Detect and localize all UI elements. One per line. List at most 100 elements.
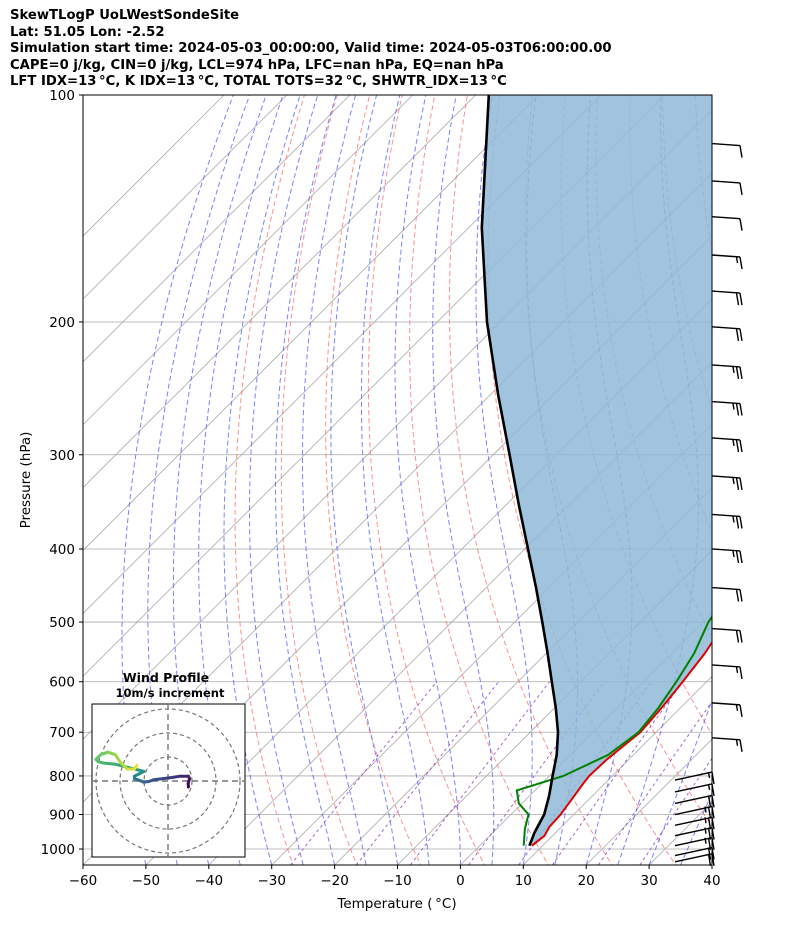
isotherm-line [83,95,288,300]
cin-area [481,95,712,846]
isotherm-line [83,95,602,614]
isotherm-line [711,864,712,865]
moist-adiabat [648,698,712,865]
moist-adiabat [394,95,461,865]
x-tick-label: −30 [257,873,286,889]
mixing-ratio-line [551,681,684,865]
wind-barb [674,771,715,785]
moist-adiabat [198,95,284,865]
location-line: Lat: 51.05 Lon: -2.52 [10,24,165,40]
isotherm-line [775,95,794,865]
hodograph-segment [132,763,139,771]
wind-barb [711,326,743,341]
cin-shading [481,95,712,846]
y-tick-label: 100 [49,88,75,104]
wind-barb [711,475,743,491]
x-tick-label: −20 [320,873,349,889]
y-tick-label: 900 [49,808,75,824]
x-tick-label: −10 [383,873,412,889]
wind-barb [711,437,743,453]
time-line: Simulation start time: 2024-05-03_00:00:… [10,41,612,57]
mixing-ratio-line [409,681,550,865]
dry-adiabat [727,78,794,868]
moist-adiabat [275,95,337,865]
wind-barb [711,364,743,380]
moist-adiabat [744,95,794,865]
wind-barb [711,586,743,602]
hodograph-subtitle: 10m/s increment [116,686,225,700]
isotherm-line [83,95,351,363]
wind-barb [674,826,715,840]
isotherm-line [83,95,476,489]
moist-adiabat [680,792,712,865]
hodograph-segment [118,760,129,771]
y-tick-label: 800 [49,769,75,785]
wind-barb [711,513,743,529]
moist-adiabat [330,95,398,865]
isotherm-line [523,675,712,865]
profile-lines [480,95,712,847]
moist-adiabat [302,95,367,865]
wind-barb [674,846,715,860]
stability-indices-line: LFT IDX=13 °C, K IDX=13 °C, TOTAL TOTS=3… [10,74,507,90]
x-tick-label: −60 [69,873,98,889]
x-tick-label: −50 [132,873,161,889]
mixing-ratio-line [468,681,605,865]
x-tick-label: 20 [578,873,595,889]
dewpoint-line [515,615,712,846]
axes: −60 −50 −40 −30 −20 −10 0 10 20 30 40 100 200 300 400 5… [41,88,721,889]
isotherm-line [334,487,712,865]
hodograph-segment [132,767,146,773]
x-tick-label: 40 [703,873,720,889]
moist-adiabat [361,95,430,865]
y-tick-label: 1000 [41,842,75,858]
chart-header: SkewTLogP UoLWestSondeSite Lat: 51.05 Lo… [10,8,612,91]
x-axis-label: Temperature ( °C) [336,896,456,912]
y-tick-label: 600 [49,675,75,691]
wind-barb [711,737,743,752]
wind-barb [674,794,715,808]
wind-barbs [674,142,743,866]
y-tick-label: 200 [49,315,75,331]
wind-barb [711,254,743,270]
y-tick-label: 400 [49,542,75,558]
wind-barb [711,627,743,643]
moist-adiabat [223,95,301,865]
wind-barb [674,805,715,819]
dry-adiabat [234,95,306,865]
x-tick-label: 30 [641,873,658,889]
y-tick-label: 300 [49,448,75,464]
hodograph-inset: Wind Profile 10m/s increment [91,670,246,858]
dry-adiabat [367,95,486,865]
wind-barb [674,853,715,866]
y-tick-label: 700 [49,725,75,741]
parcel-indices-line: CAPE=0 j/kg, CIN=0 j/kg, LCL=974 hPa, LF… [10,57,504,73]
mixing-ratio-line [355,681,499,865]
parcel-line [480,95,560,847]
wind-barb [674,816,715,830]
x-tick-label: 10 [515,873,532,889]
dry-adiabat [759,78,794,868]
wind-barb [711,400,743,416]
wind-barb [711,142,743,158]
wind-barb [711,702,743,717]
wind-barb [674,837,715,850]
dry-adiabat [409,95,549,865]
moist-adiabat [432,95,495,865]
wind-barb [711,290,743,306]
isotherm-line [83,95,225,237]
wind-barb [711,548,743,564]
wind-barb [711,664,743,680]
chart-title: SkewTLogP UoLWestSondeSite [10,8,240,23]
mixing-ratio-line [597,700,712,865]
temperature-line [531,640,712,847]
hodograph-segment [152,777,165,782]
moist-adiabat [172,95,267,865]
hodograph-segment [161,775,175,781]
wind-barb [674,783,715,797]
wind-barb [711,215,743,231]
moist-adiabat [249,95,319,865]
moist-adiabat [617,95,699,865]
mixing-ratio-line [290,681,437,865]
